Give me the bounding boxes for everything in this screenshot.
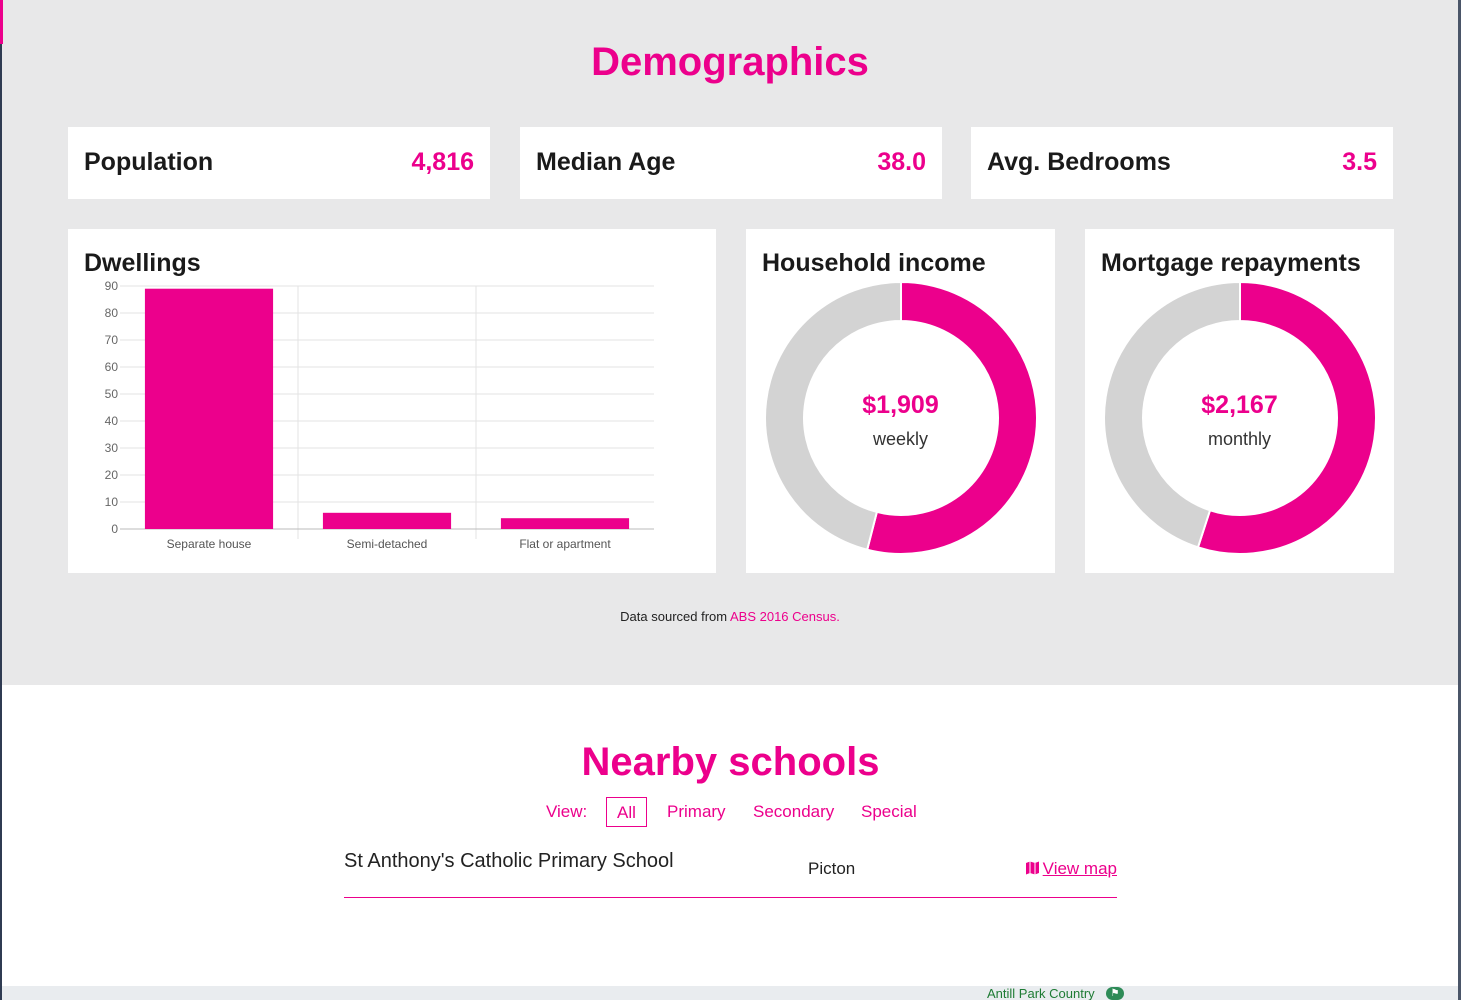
stat-label: Avg. Bedrooms xyxy=(987,148,1171,176)
donut-slice[interactable] xyxy=(865,280,1038,555)
bar[interactable] xyxy=(500,518,630,529)
map-preview[interactable]: Antill Park Country ⚑ xyxy=(0,986,1461,1000)
abs-census-link[interactable]: ABS 2016 Census. xyxy=(729,609,840,624)
school-list-item: St Anthony's Catholic Primary School Pic… xyxy=(344,842,1117,898)
nearby-schools-title: Nearby schools xyxy=(581,740,880,784)
school-name: St Anthony's Catholic Primary School xyxy=(344,850,674,872)
donut-slice[interactable] xyxy=(764,280,902,551)
map-pin-icon: ⚑ xyxy=(1106,987,1124,1000)
stat-value: 4,816 xyxy=(411,148,474,176)
filter-tab-primary[interactable]: Primary xyxy=(667,802,726,821)
bar[interactable] xyxy=(322,512,452,529)
stat-label: Median Age xyxy=(536,148,676,176)
mortgage-card: Mortgage repayments $2,167 monthly xyxy=(1085,229,1394,573)
donut-slice[interactable] xyxy=(1196,280,1377,555)
stat-card-median-age: Median Age 38.0 xyxy=(520,127,942,199)
dwellings-title: Dwellings xyxy=(84,249,201,277)
mortgage-title: Mortgage repayments xyxy=(1101,249,1361,277)
accent-strip xyxy=(0,0,3,44)
y-tick-label: 20 xyxy=(105,468,119,482)
mortgage-unit: monthly xyxy=(1207,429,1272,449)
view-map-label: View map xyxy=(1042,859,1117,878)
stat-card-population: Population 4,816 xyxy=(68,127,490,199)
data-source: Data sourced from ABS 2016 Census. xyxy=(2,609,1458,624)
filter-tab-special[interactable]: Special xyxy=(861,802,917,821)
household-income-unit: weekly xyxy=(872,429,929,449)
household-income-card: Household income $1,909 weekly xyxy=(746,229,1055,573)
stat-value: 3.5 xyxy=(1342,148,1377,176)
y-tick-label: 10 xyxy=(105,495,119,509)
stat-card-avg-bedrooms: Avg. Bedrooms 3.5 xyxy=(971,127,1393,199)
stat-label: Population xyxy=(84,148,214,176)
demographics-section: Demographics Population 4,816 Median Age… xyxy=(2,0,1458,685)
household-income-value: $1,909 xyxy=(862,391,939,419)
x-tick-label: Flat or apartment xyxy=(519,537,611,551)
donut-slice[interactable] xyxy=(1103,280,1241,549)
stat-value: 38.0 xyxy=(877,148,926,176)
school-suburb: Picton xyxy=(808,859,856,878)
y-tick-label: 90 xyxy=(105,279,119,293)
y-tick-label: 0 xyxy=(111,522,118,536)
data-source-text: Data sourced from xyxy=(620,609,730,624)
y-tick-label: 80 xyxy=(105,306,119,320)
household-income-donut xyxy=(764,280,1038,555)
view-map-link[interactable]: View map xyxy=(1025,859,1117,879)
map-icon xyxy=(1025,861,1039,875)
filter-tab-secondary[interactable]: Secondary xyxy=(753,802,835,821)
x-tick-label: Semi-detached xyxy=(347,537,428,551)
map-place-label: Antill Park Country xyxy=(987,986,1095,1000)
dwellings-card: Dwellings 0 10 20 30 40 50 60 70 80 90 Separate ho… xyxy=(68,229,716,573)
bar[interactable] xyxy=(144,288,274,529)
x-tick-label: Separate house xyxy=(167,537,252,551)
y-tick-label: 30 xyxy=(105,441,119,455)
dwellings-bar-chart: 0 10 20 30 40 50 60 70 80 90 Separate house Semi-de… xyxy=(105,279,654,551)
window-frame-right xyxy=(1458,0,1461,1000)
filter-tab-all[interactable]: All xyxy=(606,797,647,827)
mortgage-value: $2,167 xyxy=(1201,391,1278,419)
y-tick-label: 40 xyxy=(105,414,119,428)
demographics-title: Demographics xyxy=(591,40,869,84)
y-tick-label: 60 xyxy=(105,360,119,374)
window-frame-left xyxy=(0,0,2,1000)
y-tick-label: 70 xyxy=(105,333,119,347)
household-income-title: Household income xyxy=(762,249,986,277)
view-label: View: xyxy=(546,802,588,821)
mortgage-donut xyxy=(1103,280,1377,555)
y-tick-label: 50 xyxy=(105,387,119,401)
